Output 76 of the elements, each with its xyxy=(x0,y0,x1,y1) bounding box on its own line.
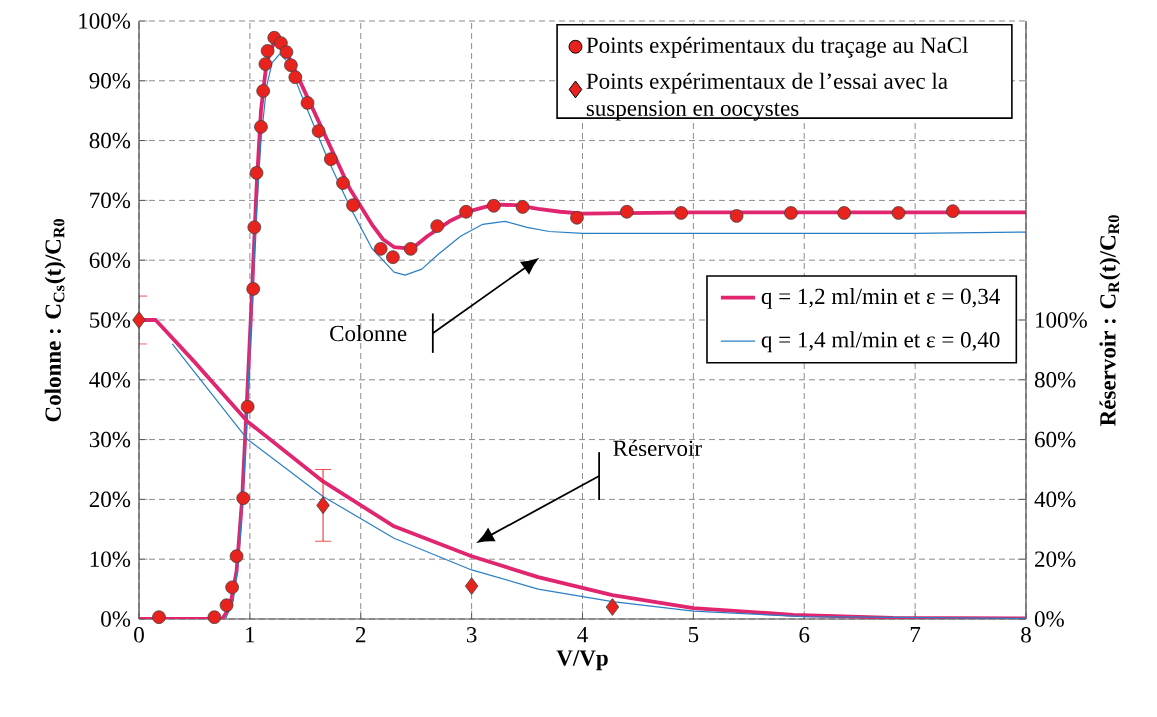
y-tick-label: 60% xyxy=(89,252,131,268)
point xyxy=(236,491,251,505)
y2-axis-title: Réservoir : C$_{R}$(t)/C$_{R0}$ xyxy=(1099,215,1121,426)
point xyxy=(729,209,744,223)
point xyxy=(260,44,275,58)
y-tick-label: 100% xyxy=(79,13,131,29)
y-tick-label: 70% xyxy=(90,192,131,209)
point xyxy=(891,206,906,220)
point xyxy=(464,577,479,595)
x-tick-label: 8 xyxy=(1021,627,1031,643)
legend-label: Points expérimentaux de l’essai avec la suspension en oocystes xyxy=(586,72,948,121)
y2-tick-label: 80% xyxy=(1034,372,1076,388)
point xyxy=(152,610,166,624)
y2-tick-label: 20% xyxy=(1035,551,1076,567)
point xyxy=(620,204,634,219)
point xyxy=(487,198,501,213)
x-tick-label: 0 xyxy=(134,627,144,643)
point xyxy=(246,282,261,296)
y-tick-label: 20% xyxy=(89,491,131,508)
y2-tick-label: 100% xyxy=(1036,312,1087,328)
point xyxy=(219,598,234,613)
x-tick-label: 6 xyxy=(799,627,810,643)
y-axis-title: Colonne : C$_{Cs}$(t)/C$_{R0}$ xyxy=(44,219,66,422)
y-tick-label: 50% xyxy=(90,312,131,328)
point xyxy=(225,580,239,595)
point xyxy=(837,206,851,220)
point xyxy=(784,206,798,220)
point xyxy=(459,204,473,219)
point xyxy=(132,311,146,329)
y2-tick-label: 0% xyxy=(1034,611,1064,627)
legend-label: q = 1,4 ml/min et ε = 0,40 xyxy=(761,331,1000,353)
y-tick-label: 80% xyxy=(89,132,131,149)
legend-label: Points expérimentaux du traçage au NaCl xyxy=(586,36,969,58)
point xyxy=(336,176,350,190)
y-tick-label: 0% xyxy=(101,611,131,627)
point xyxy=(300,96,315,110)
point xyxy=(570,210,584,225)
point xyxy=(229,549,244,563)
point xyxy=(311,124,326,138)
point xyxy=(258,57,273,71)
point xyxy=(240,399,255,414)
point xyxy=(288,70,303,85)
point xyxy=(386,250,400,264)
y-tick-label: 90% xyxy=(89,73,131,89)
point xyxy=(605,598,620,616)
y-tick-label: 10% xyxy=(90,551,131,567)
point xyxy=(207,610,222,624)
point xyxy=(674,206,688,220)
x-tick-label: 7 xyxy=(910,627,921,643)
y2-tick-label: 60% xyxy=(1035,431,1076,448)
x-axis-title: V/Vp xyxy=(556,650,608,671)
y2-tick-label: 40% xyxy=(1034,491,1076,508)
x-tick-label: 2 xyxy=(356,627,366,643)
x-tick-label: 3 xyxy=(466,627,477,643)
point xyxy=(430,219,445,233)
point xyxy=(403,242,418,256)
y-tick-label: 40% xyxy=(89,372,131,388)
point xyxy=(515,200,530,214)
x-tick-label: 1 xyxy=(246,627,255,643)
point xyxy=(284,58,298,73)
point xyxy=(256,84,270,98)
point xyxy=(254,120,268,134)
point xyxy=(247,220,262,235)
annotation: Réservoir xyxy=(613,439,702,457)
point xyxy=(946,204,960,218)
point xyxy=(279,45,294,59)
point xyxy=(324,152,338,166)
point xyxy=(249,166,264,180)
x-tick-label: 5 xyxy=(688,627,699,643)
point xyxy=(316,496,330,515)
x-tick-label: 4 xyxy=(577,627,588,643)
annotation: Colonne xyxy=(330,325,407,342)
legend-label: q = 1,2 ml/min et ε = 0,34 xyxy=(761,287,1000,309)
point xyxy=(346,198,360,212)
point xyxy=(373,242,388,256)
y-tick-label: 30% xyxy=(89,431,131,448)
